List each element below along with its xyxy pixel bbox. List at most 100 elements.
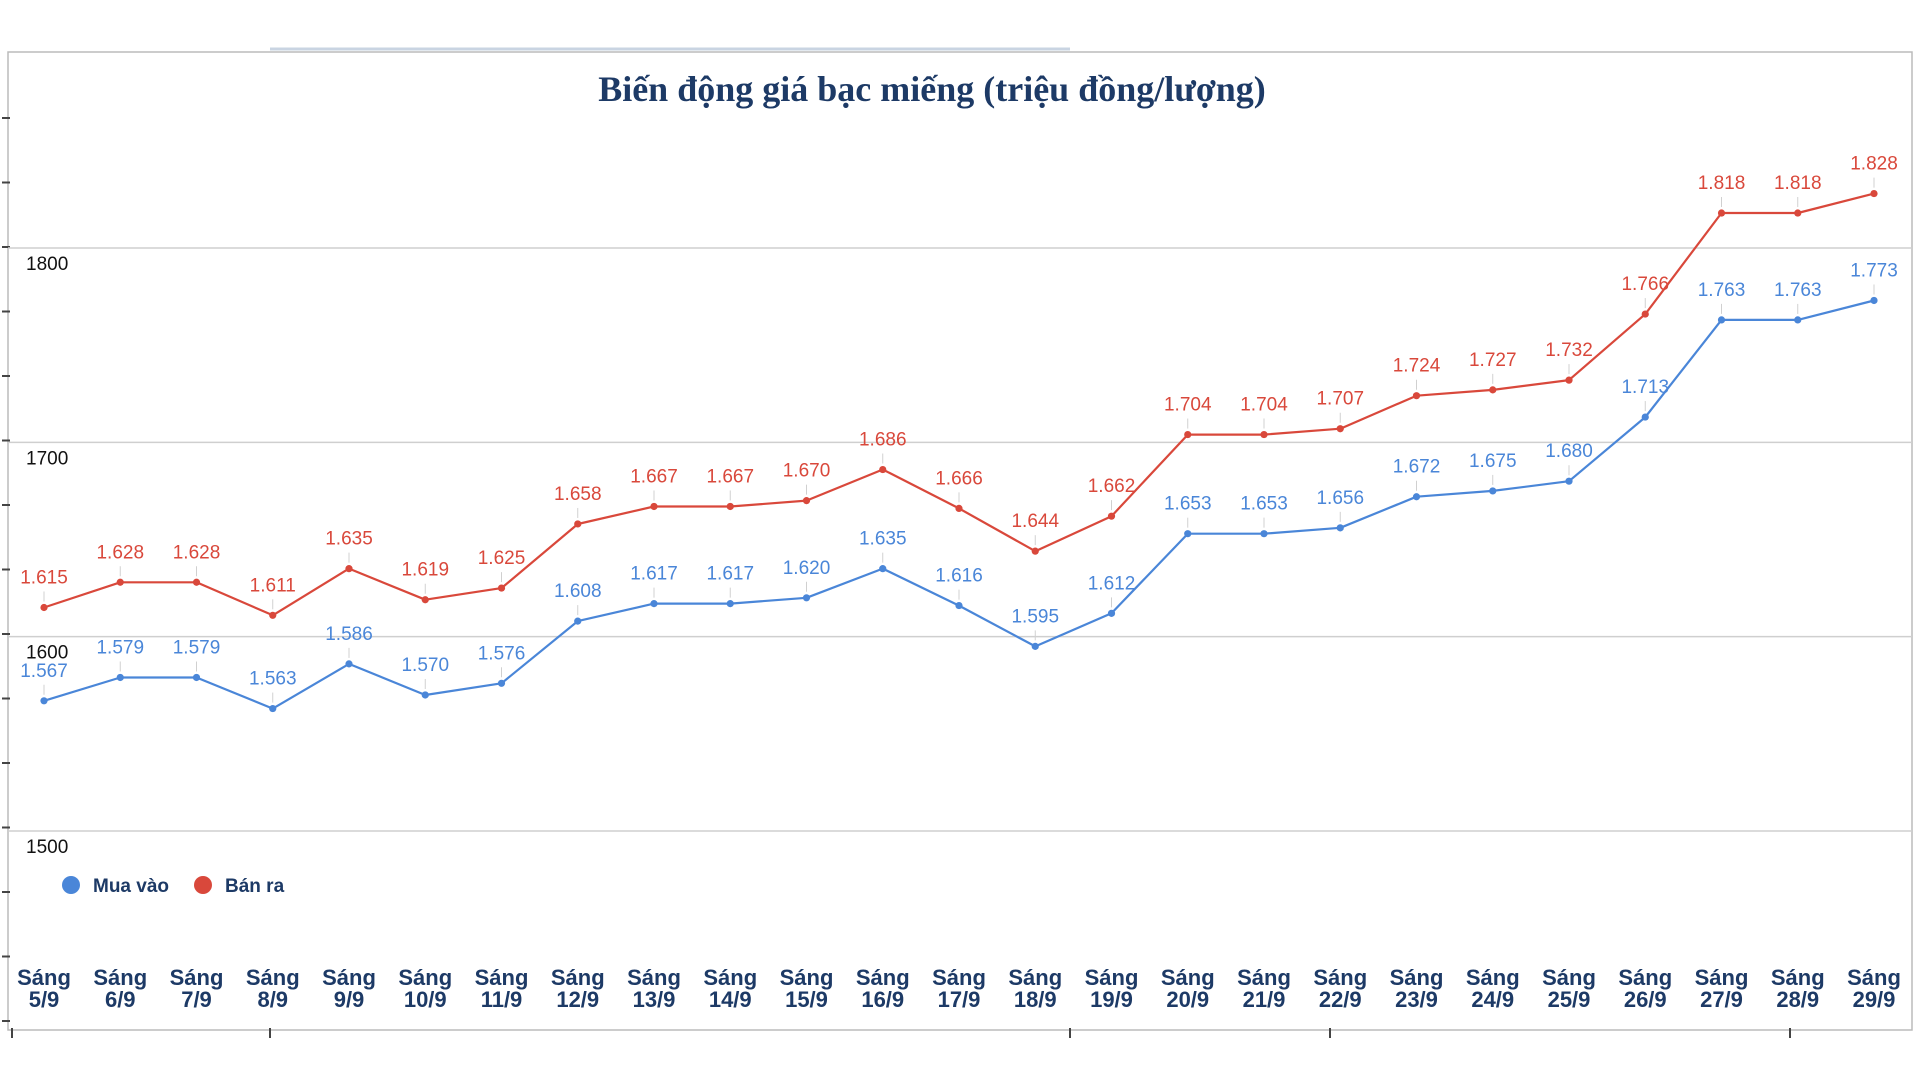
x-tick-label: Sáng 6/9 xyxy=(93,965,147,1012)
data-label: 1.615 xyxy=(20,568,68,589)
data-label: 1.686 xyxy=(859,430,907,451)
data-label: 1.713 xyxy=(1621,377,1669,398)
data-point xyxy=(1489,386,1497,394)
data-point xyxy=(955,601,963,610)
data-point xyxy=(269,704,277,713)
data-label: 1.732 xyxy=(1545,340,1593,361)
data-label: 1.628 xyxy=(96,542,144,563)
x-tick-label: Sáng 16/9 xyxy=(856,965,910,1012)
y-tick-label: 1800 xyxy=(26,254,68,275)
series-line-mua-vao xyxy=(43,299,1875,710)
data-point xyxy=(1336,524,1344,532)
data-point xyxy=(1565,376,1573,384)
data-point xyxy=(1184,430,1192,439)
data-point xyxy=(192,673,201,682)
data-label: 1.704 xyxy=(1240,395,1288,416)
data-label: 1.666 xyxy=(935,468,983,489)
data-label: 1.595 xyxy=(1011,606,1059,627)
x-tick-label: Sáng 8/9 xyxy=(246,965,300,1012)
data-point xyxy=(1260,530,1268,538)
data-label: 1.680 xyxy=(1545,441,1593,462)
data-label: 1.763 xyxy=(1774,280,1822,301)
data-point xyxy=(116,673,124,682)
data-point xyxy=(1870,296,1878,305)
data-point xyxy=(1184,530,1192,538)
data-point xyxy=(1260,430,1268,439)
x-tick-label: Sáng 5/9 xyxy=(17,965,71,1012)
data-point xyxy=(802,594,811,602)
y-tick-label: 1500 xyxy=(26,837,68,858)
data-label: 1.672 xyxy=(1393,457,1441,478)
data-point xyxy=(345,565,353,573)
x-tick-label: Sáng 7/9 xyxy=(170,965,224,1012)
data-label: 1.611 xyxy=(250,575,296,596)
data-point xyxy=(116,578,124,586)
data-label: 1.563 xyxy=(249,669,297,690)
x-tick-label: Sáng 21/9 xyxy=(1237,965,1291,1012)
data-point xyxy=(1565,477,1573,485)
data-label: 1.773 xyxy=(1850,260,1898,281)
data-point xyxy=(1107,512,1116,520)
data-point xyxy=(1031,642,1039,650)
x-tick-label: Sáng 15/9 xyxy=(780,965,834,1012)
data-label: 1.667 xyxy=(630,466,678,487)
legend-marker-mua-vao xyxy=(62,876,80,894)
plot-frame xyxy=(7,51,1913,1031)
data-label: 1.704 xyxy=(1164,395,1212,416)
data-point xyxy=(497,584,506,592)
data-label: 1.586 xyxy=(325,624,373,645)
data-point xyxy=(1717,209,1726,217)
data-point xyxy=(1717,316,1726,324)
data-point xyxy=(421,691,429,699)
data-label: 1.617 xyxy=(706,564,754,585)
legend-marker-ban-ra xyxy=(194,876,212,894)
y-tick-label: 1700 xyxy=(26,448,68,469)
data-label: 1.576 xyxy=(478,643,526,664)
data-point xyxy=(1489,487,1497,495)
data-point xyxy=(1870,189,1878,198)
data-label: 1.828 xyxy=(1850,154,1898,175)
x-tick-label: Sáng 25/9 xyxy=(1542,965,1596,1012)
data-label: 1.818 xyxy=(1698,173,1746,194)
data-point xyxy=(1031,547,1039,555)
data-point xyxy=(1794,209,1802,217)
x-tick-label: Sáng 11/9 xyxy=(475,965,529,1012)
data-label: 1.625 xyxy=(478,548,526,569)
x-tick-label: Sáng 9/9 xyxy=(322,965,376,1012)
data-point xyxy=(421,596,429,604)
data-label: 1.616 xyxy=(935,566,983,587)
data-label: 1.675 xyxy=(1469,451,1517,472)
data-point xyxy=(1336,425,1344,433)
x-tick-label: Sáng 29/9 xyxy=(1847,965,1901,1012)
data-point xyxy=(1412,392,1421,400)
legend-label-ban-ra: Bán ra xyxy=(225,876,285,897)
y-tick-label: 1600 xyxy=(26,643,68,664)
x-tick-label: Sáng 27/9 xyxy=(1695,965,1749,1012)
data-point xyxy=(1794,316,1802,324)
data-point xyxy=(802,497,811,505)
data-point xyxy=(726,600,734,608)
x-tick-label: Sáng 14/9 xyxy=(703,965,757,1012)
data-point xyxy=(1641,310,1649,318)
x-tick-label: Sáng 17/9 xyxy=(932,965,986,1012)
data-label: 1.579 xyxy=(96,637,144,658)
data-label: 1.707 xyxy=(1316,389,1364,410)
data-point xyxy=(1107,609,1116,617)
x-tick-label: Sáng 28/9 xyxy=(1771,965,1825,1012)
data-label: 1.653 xyxy=(1240,494,1288,515)
data-point xyxy=(955,504,963,513)
data-label: 1.724 xyxy=(1393,356,1441,377)
x-tick-label: Sáng 13/9 xyxy=(627,965,681,1012)
x-tick-label: Sáng 12/9 xyxy=(551,965,605,1012)
x-tick-label: Sáng 23/9 xyxy=(1390,965,1444,1012)
data-point xyxy=(497,679,506,687)
series-line-ban-ra xyxy=(43,192,1875,617)
data-label: 1.766 xyxy=(1621,274,1669,295)
data-point xyxy=(879,465,887,474)
data-label: 1.818 xyxy=(1774,173,1822,194)
data-label: 1.763 xyxy=(1698,280,1746,301)
data-point xyxy=(879,565,887,573)
data-point xyxy=(1641,413,1649,421)
